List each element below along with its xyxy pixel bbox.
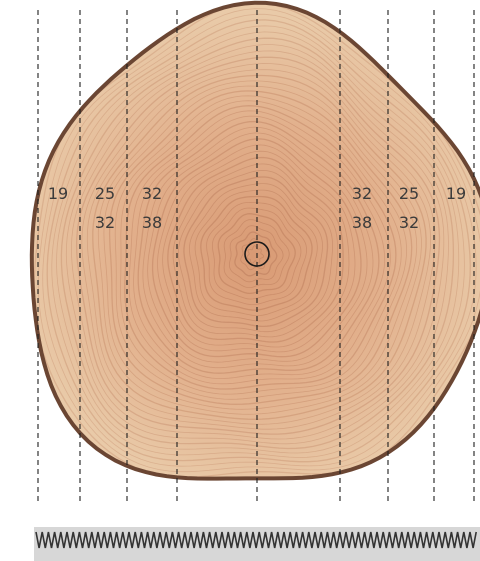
saw-cut-lines [37,10,475,502]
growth-ring [114,95,408,400]
growth-ring [189,183,323,322]
growth-ring [167,156,344,343]
growth-ring [217,213,296,295]
growth-ring [200,195,313,311]
growth-ring [157,144,356,353]
cut-label-right-outer: 19 [445,184,467,203]
cut-label-left-inner-bottom: 38 [141,213,163,232]
cut-label-right-inner-bottom: 38 [351,213,373,232]
cut-label-right-mid-bottom: 32 [398,213,420,232]
growth-ring [178,169,333,333]
growth-ring [194,189,318,317]
growth-ring [65,44,449,445]
growth-ring [142,126,374,369]
growth-ring [103,85,418,410]
cut-label-left-outer: 19 [47,184,69,203]
growth-ring [128,110,391,385]
growth-ring [172,163,338,338]
cut-label-left-inner-top: 32 [141,184,163,203]
growth-ring [228,225,284,283]
growth-ring [223,219,290,288]
growth-ring [97,80,422,415]
cut-label-left-mid-bottom: 32 [94,213,116,232]
log-body [31,2,480,479]
cut-label-right-mid-top: 25 [398,184,420,203]
growth-ring [246,245,264,264]
growth-ring [212,207,302,300]
growth-ring [147,132,368,363]
growth-ring [234,231,278,277]
growth-ring [162,150,350,348]
growth-rings [33,2,480,478]
growth-ring [42,13,477,467]
growth-ring [46,19,471,463]
growth-ring [56,31,460,454]
growth-ring [81,63,436,430]
growth-ring [92,74,427,420]
growth-ring [108,90,413,405]
growth-ring [151,138,362,358]
growth-ring [60,37,455,450]
bark-outline [29,0,480,481]
cut-label-left-mid-top: 25 [94,184,116,203]
growth-ring [133,115,386,379]
saw-teeth [35,531,477,549]
growth-ring [120,100,402,395]
saw-blade [34,527,480,561]
growth-ring [51,25,465,458]
log-cross-section [29,0,480,481]
growth-ring [75,56,441,435]
cut-label-right-inner-top: 32 [351,184,373,203]
growth-ring [183,176,329,328]
growth-ring [124,105,397,390]
growth-ring [206,201,308,306]
growth-ring [86,69,432,425]
growth-ring [137,120,380,374]
growth-ring [70,50,445,440]
growth-ring [37,8,480,473]
